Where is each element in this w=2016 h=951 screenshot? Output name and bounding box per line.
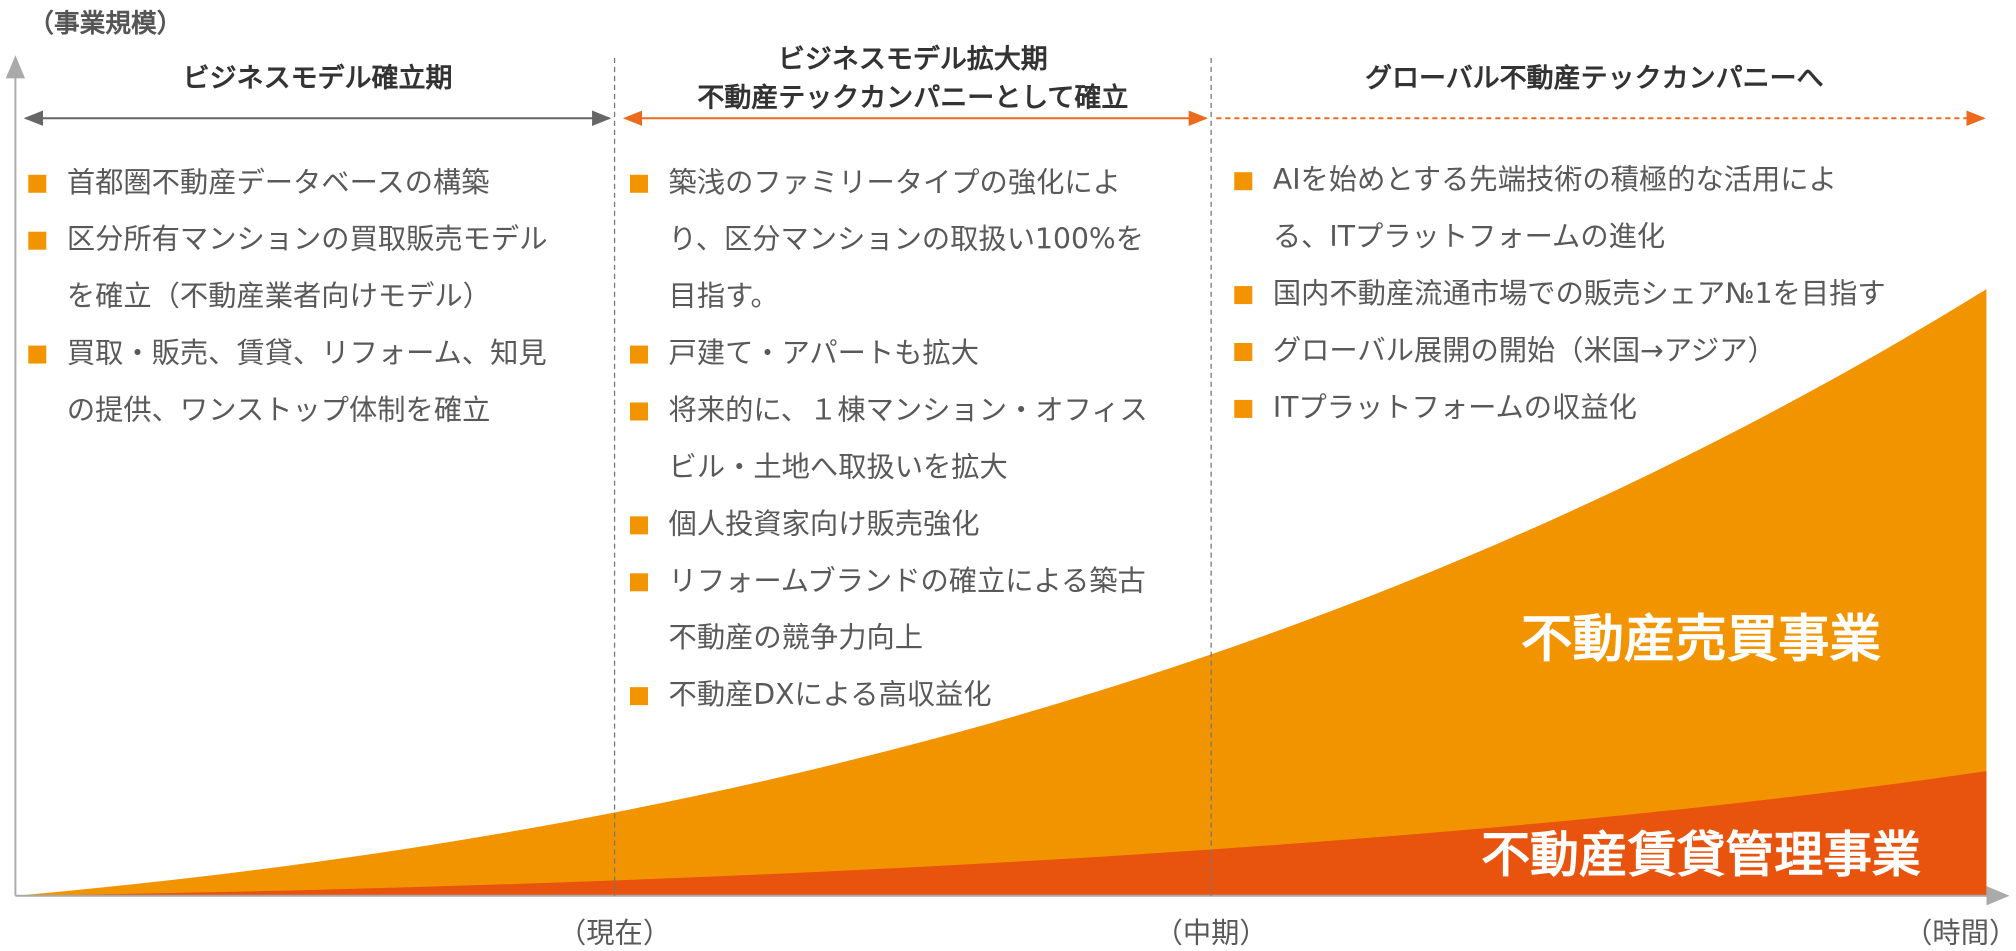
bullet-text: 首都圏不動産データベースの構築: [67, 166, 490, 199]
bullet-text: グローバル展開の開始（米国→アジア）: [1273, 334, 1776, 367]
phase-title: 不動産テックカンパニーとして確立: [697, 81, 1128, 113]
bullet-text: の提供、ワンストップ体制を確立: [67, 394, 491, 427]
rental-area: [15, 771, 1987, 896]
bullet-text: ITプラットフォームの収益化: [1273, 391, 1637, 424]
bullet-marker: [1234, 286, 1253, 305]
y-label: （事業規模）: [28, 9, 182, 39]
x-label: （現在）: [558, 916, 671, 949]
bullet-text: り、区分マンションの取扱い100%を: [669, 223, 1145, 256]
bullet-marker: [630, 174, 648, 193]
bullet-marker: [1234, 172, 1253, 191]
bullet-marker: [28, 231, 47, 250]
bullet-text: る、ITプラットフォームの進化: [1273, 220, 1665, 253]
x-label: （中期）: [1155, 916, 1268, 949]
x-label: （時間）: [1904, 916, 2016, 949]
bullet-text: ビル・土地へ取扱いを拡大: [669, 450, 1008, 483]
bullet-text: 目指す。: [669, 280, 779, 313]
bullet-marker: [1234, 343, 1253, 361]
bullet-text: 国内不動産流通市場での販売シェア№1を目指す: [1273, 277, 1886, 310]
bullet-marker: [630, 345, 648, 364]
bullet-marker: [630, 573, 648, 592]
bullet-text: 築浅のファミリータイプの強化によ: [669, 166, 1121, 199]
bullet-text: を確立（不動産業者向けモデル）: [67, 280, 491, 313]
bullet-text: 不動産の競争力向上: [669, 621, 923, 654]
bullet-text: 買取・販売、賃貸、リフォーム、知見: [67, 337, 547, 370]
phase-title: ビジネスモデル確立期: [183, 62, 453, 94]
bullet-marker: [630, 516, 648, 535]
area-label: 不動産賃貸管理事業: [1481, 826, 1921, 883]
phase-title: グローバル不動産テックカンパニーへ: [1365, 62, 1824, 94]
bullet-text: AIを始めとする先端技術の積極的な活用によ: [1273, 163, 1837, 196]
bullet-marker: [28, 345, 47, 364]
bullet-text: 不動産DXによる高収益化: [669, 678, 992, 711]
bullet-text: 戸建て・アパートも拡大: [669, 337, 979, 370]
bullet-marker: [630, 687, 648, 706]
bullet-text: リフォームブランドの確立による築古: [669, 564, 1146, 597]
sales-area: [15, 289, 1987, 896]
bullet-text: 個人投資家向け販売強化: [669, 507, 980, 540]
area-label: 不動産売買事業: [1521, 610, 1882, 670]
bullet-marker: [630, 402, 648, 421]
phase-title: ビジネスモデル拡大期: [778, 43, 1048, 75]
bullet-text: 区分所有マンションの買取販売モデル: [67, 223, 548, 256]
bullet-marker: [1234, 399, 1253, 418]
bullet-marker: [28, 174, 47, 193]
bullet-text: 将来的に、１棟マンション・オフィス: [669, 394, 1148, 427]
